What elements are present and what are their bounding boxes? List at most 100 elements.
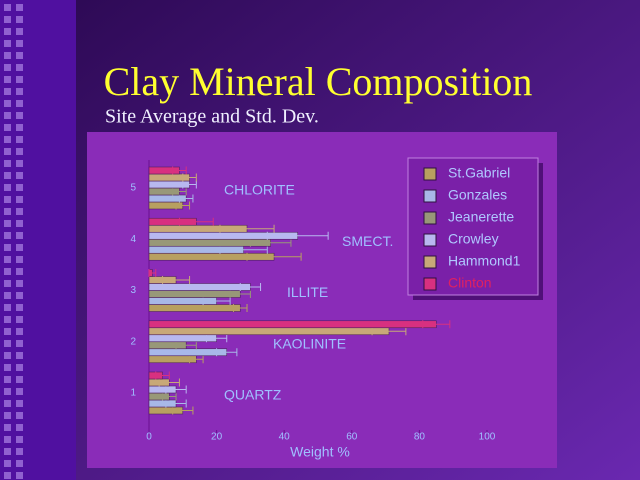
legend-swatch xyxy=(423,167,437,181)
error-bar xyxy=(266,231,329,240)
x-tick-label: 80 xyxy=(414,432,426,443)
square xyxy=(4,64,11,71)
error-bar xyxy=(175,341,197,350)
error-bar xyxy=(155,371,170,380)
x-tick-label: 20 xyxy=(211,432,223,443)
square xyxy=(16,40,23,47)
square xyxy=(4,448,11,455)
category-label: QUARTZ xyxy=(224,387,282,403)
error-bar xyxy=(182,180,197,189)
bar xyxy=(148,327,390,336)
square xyxy=(16,424,23,431)
square xyxy=(16,112,23,119)
square xyxy=(4,148,11,155)
square xyxy=(16,52,23,59)
square xyxy=(4,220,11,227)
square xyxy=(4,88,11,95)
title: Clay Mineral Composition xyxy=(104,59,533,104)
legend-label: Clinton xyxy=(448,275,492,291)
square xyxy=(16,88,23,95)
square xyxy=(4,16,11,23)
square xyxy=(16,352,23,359)
square xyxy=(4,268,11,275)
error-bar xyxy=(158,378,180,387)
x-tick-label: 40 xyxy=(279,432,291,443)
error-bar xyxy=(219,224,275,233)
square xyxy=(16,448,23,455)
legend-label: Gonzales xyxy=(448,187,507,203)
square xyxy=(4,124,11,131)
error-bar xyxy=(165,399,187,408)
error-bar xyxy=(422,320,451,329)
bar xyxy=(148,304,241,312)
square xyxy=(4,196,11,203)
y-tick-label: 1 xyxy=(130,388,136,399)
error-bar xyxy=(175,201,191,210)
square xyxy=(16,328,23,335)
square xyxy=(4,136,11,143)
square xyxy=(16,172,23,179)
square xyxy=(16,16,23,23)
x-tick-label: 100 xyxy=(479,432,496,443)
error-bar xyxy=(148,269,157,277)
square xyxy=(16,208,23,215)
error-bar xyxy=(172,166,187,175)
error-bar xyxy=(202,297,231,305)
square xyxy=(16,412,23,419)
square xyxy=(4,28,11,35)
square xyxy=(4,256,11,263)
square xyxy=(4,316,11,323)
error-bar xyxy=(178,217,214,226)
square xyxy=(16,196,23,203)
square xyxy=(4,376,11,383)
bar xyxy=(148,283,251,291)
error-bar xyxy=(249,238,292,247)
square xyxy=(16,28,23,35)
square xyxy=(4,76,11,83)
square xyxy=(4,244,11,251)
square xyxy=(16,436,23,443)
square xyxy=(16,472,23,479)
square xyxy=(4,4,11,11)
x-tick-label: 0 xyxy=(146,432,152,443)
y-tick-label: 3 xyxy=(130,285,136,296)
error-bar xyxy=(178,194,194,203)
square xyxy=(4,40,11,47)
square xyxy=(4,352,11,359)
side-strip xyxy=(0,0,76,480)
square xyxy=(16,460,23,467)
legend-label: Crowley xyxy=(448,231,499,247)
error-bar xyxy=(189,355,204,364)
square xyxy=(16,124,23,131)
error-bar xyxy=(239,283,262,291)
square xyxy=(4,388,11,395)
square xyxy=(4,436,11,443)
square xyxy=(16,316,23,323)
error-bar xyxy=(233,304,248,312)
legend-swatch xyxy=(423,255,437,269)
square xyxy=(16,136,23,143)
error-bar xyxy=(162,392,177,401)
legend-label: St.Gabriel xyxy=(448,165,510,181)
square xyxy=(4,184,11,191)
square xyxy=(4,412,11,419)
square xyxy=(16,364,23,371)
legend-swatch xyxy=(423,277,437,291)
square xyxy=(16,232,23,239)
error-bar xyxy=(172,187,187,196)
square xyxy=(4,292,11,299)
square xyxy=(4,280,11,287)
error-bar xyxy=(182,173,197,182)
square xyxy=(16,160,23,167)
square xyxy=(16,256,23,263)
category-label: KAOLINITE xyxy=(273,335,346,351)
square xyxy=(16,100,23,107)
square xyxy=(16,304,23,311)
category-label: CHLORITE xyxy=(224,182,295,198)
square xyxy=(16,340,23,347)
bar xyxy=(148,320,437,329)
square xyxy=(4,232,11,239)
x-axis-label: Weight % xyxy=(290,444,350,460)
square xyxy=(16,376,23,383)
error-bar xyxy=(219,245,268,254)
